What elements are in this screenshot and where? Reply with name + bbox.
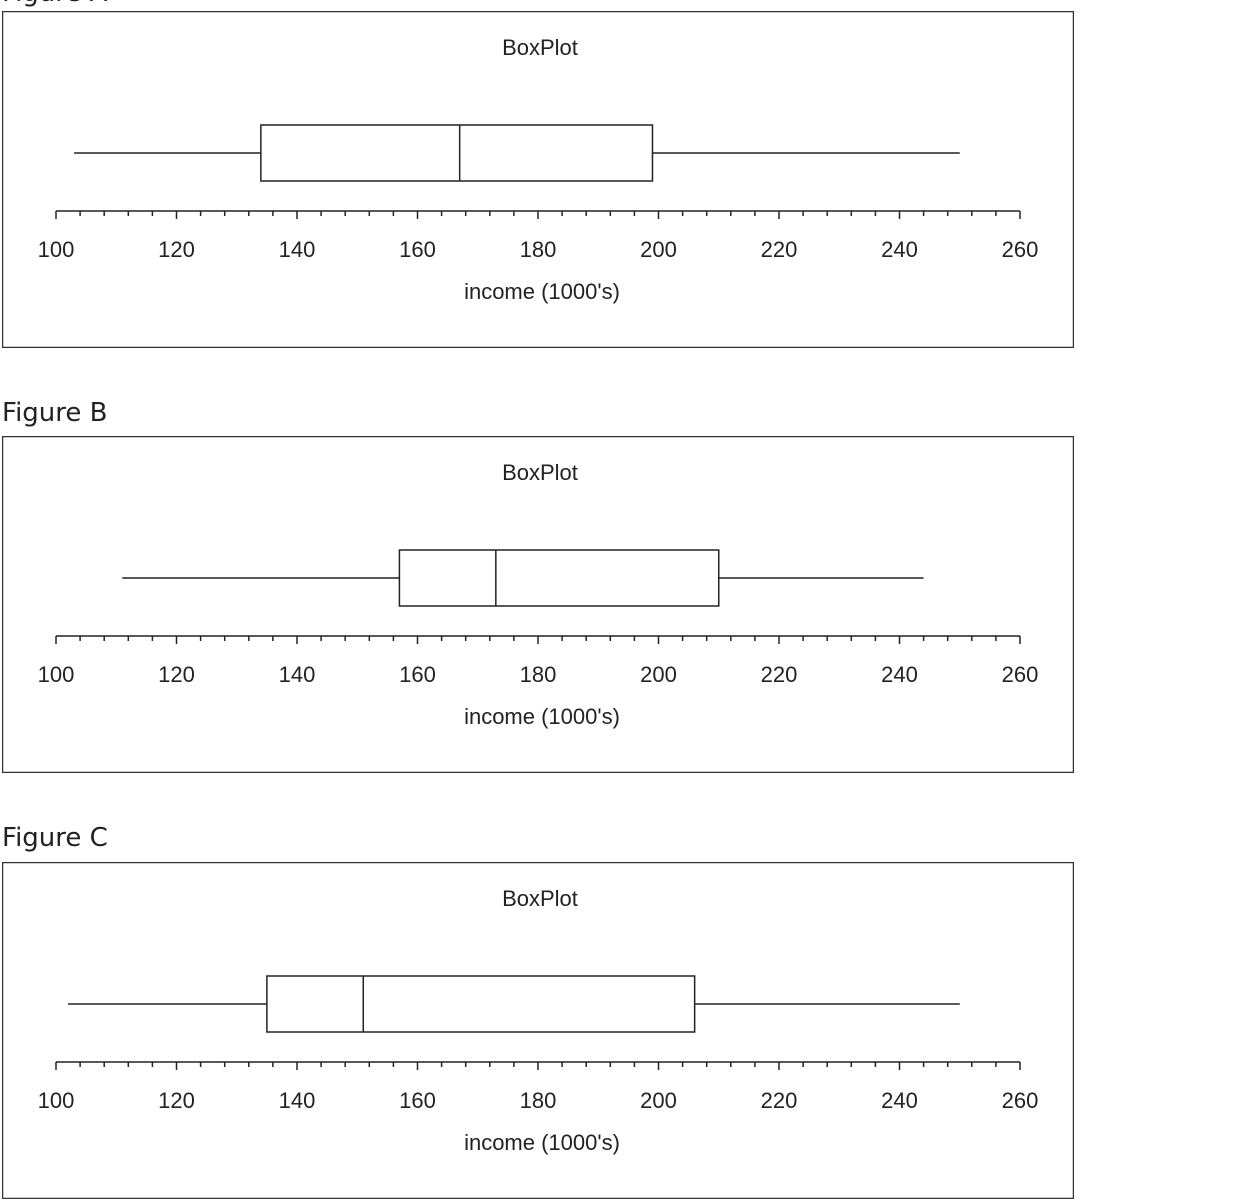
figure-a-panel: BoxPlot 100 120 140 160 180 200 220 240 260 income…: [1, 10, 1075, 349]
chart-title: BoxPlot: [502, 460, 578, 485]
x-tick-label: 220: [761, 662, 798, 687]
iqr-box: [260, 124, 654, 182]
chart-title: BoxPlot: [502, 35, 578, 60]
x-tick-label: 200: [640, 1088, 677, 1113]
x-tick-label: 200: [640, 662, 677, 687]
figure-a-label: Figure A: [2, 0, 107, 8]
figure-b-label: Figure B: [2, 398, 108, 428]
x-axis-label: income (1000's): [464, 704, 620, 729]
x-tick-label: 180: [520, 1088, 557, 1113]
iqr-box: [266, 975, 696, 1033]
figure-c-panel: BoxPlot 100 120 140 160 180 200 220 240 260 income…: [1, 861, 1075, 1200]
x-tick-label: 120: [158, 662, 195, 687]
x-tick-label: 240: [881, 662, 918, 687]
x-tick-label: 100: [38, 1088, 75, 1113]
x-tick-label: 140: [279, 662, 316, 687]
x-tick-label: 140: [279, 1088, 316, 1113]
boxplot-chart: BoxPlot 100 120 140 160 180 200 220 240 260 income…: [1, 861, 1075, 1200]
x-tick-label: 220: [761, 1088, 798, 1113]
x-tick-label: 200: [640, 237, 677, 262]
x-tick-label: 220: [761, 237, 798, 262]
chart-title: BoxPlot: [502, 886, 578, 911]
figure-b-panel: BoxPlot 100 120 140 160 180 200 220 240 260 income…: [1, 435, 1075, 774]
x-axis-label: income (1000's): [464, 1130, 620, 1155]
figure-c-label: Figure C: [2, 823, 108, 853]
x-tick-label: 260: [1002, 1088, 1039, 1113]
x-tick-label: 100: [38, 237, 75, 262]
x-tick-label: 120: [158, 1088, 195, 1113]
x-tick-label: 140: [279, 237, 316, 262]
x-tick-label: 260: [1002, 662, 1039, 687]
x-tick-label: 260: [1002, 237, 1039, 262]
x-tick-label: 180: [520, 237, 557, 262]
x-tick-label: 120: [158, 237, 195, 262]
x-tick-label: 160: [399, 662, 436, 687]
boxplot-chart: BoxPlot 100 120 140 160 180 200 220 240 260 income…: [1, 435, 1075, 774]
chart-frame: [1, 435, 1075, 774]
chart-frame: [1, 861, 1075, 1200]
x-tick-label: 100: [38, 662, 75, 687]
x-tick-label: 180: [520, 662, 557, 687]
x-tick-label: 240: [881, 237, 918, 262]
iqr-box: [398, 549, 720, 607]
x-tick-label: 240: [881, 1088, 918, 1113]
x-tick-label: 160: [399, 1088, 436, 1113]
x-axis-label: income (1000's): [464, 279, 620, 304]
chart-frame: [1, 10, 1075, 349]
x-tick-label: 160: [399, 237, 436, 262]
boxplot-chart: BoxPlot 100 120 140 160 180 200 220 240 260 income…: [1, 10, 1075, 349]
